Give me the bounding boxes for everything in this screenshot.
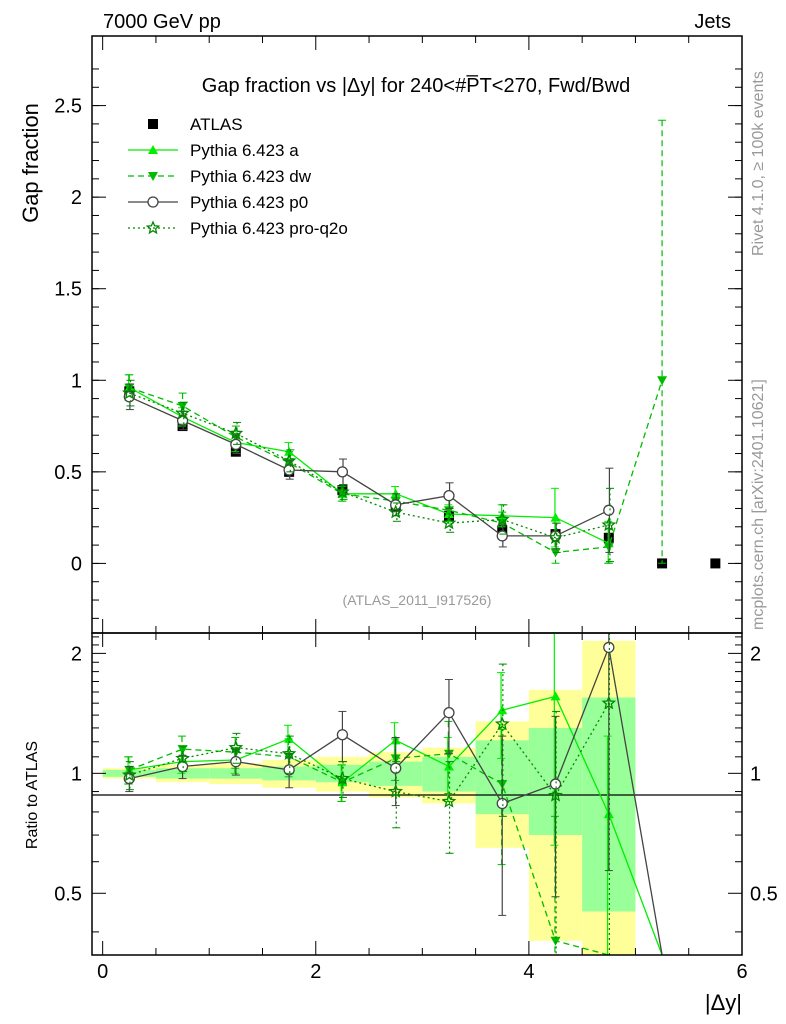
data-point: [441, 793, 457, 808]
data-point: [548, 530, 563, 544]
x-axis-label: |Δy|: [705, 990, 742, 1015]
legend-marker: [148, 119, 158, 129]
data-point: [443, 706, 455, 719]
main-series-layer: [121, 119, 721, 569]
legend-marker: [148, 172, 158, 181]
series-pythia-6-423-pro-q2o: [121, 632, 617, 956]
legend-label: Pythia 6.423 pro-q2o: [190, 219, 348, 238]
ratio-y-ticks: 0.5 0.5 1 1 2 2: [54, 636, 778, 933]
data-point: [496, 530, 508, 542]
data-point: [228, 739, 244, 754]
ratio-frame: [91, 632, 743, 956]
data-point: [496, 797, 508, 810]
legend-marker: [148, 145, 158, 154]
y-tick-label: 1.5: [54, 279, 82, 301]
data-point: [441, 515, 457, 530]
data-point: [603, 504, 615, 516]
data-point: [601, 517, 617, 532]
data-point: [281, 746, 297, 761]
data-point: [550, 512, 561, 522]
data-point: [443, 490, 455, 502]
series-line: [129, 396, 610, 537]
data-point: [550, 936, 561, 946]
ratio-y-tick-label-right: 1: [750, 763, 761, 785]
data-point: [121, 385, 137, 400]
y-tick-label: 0: [71, 553, 82, 575]
data-point: [601, 695, 617, 710]
y-tick-label: 2.5: [54, 96, 82, 118]
data-point: [281, 453, 297, 468]
ratio-y-tick-label-right: 2: [750, 643, 761, 665]
ratio-y-tick-label-right: 0.5: [750, 883, 778, 905]
series-pythia-6-423-p0: [123, 383, 615, 553]
legend-label: Pythia 6.423 p0: [190, 193, 308, 212]
data-point: [335, 484, 350, 499]
data-point: [336, 729, 349, 741]
data-point: [230, 755, 242, 768]
legend-entry: Pythia 6.423 dw: [128, 167, 312, 186]
series-line: [129, 392, 609, 539]
legend-marker: [147, 196, 159, 208]
data-point: [177, 745, 188, 755]
data-point: [550, 691, 561, 701]
legend-entry: Pythia 6.423 pro-q2o: [128, 219, 348, 238]
data-point: [657, 376, 668, 386]
main-plot-panel: (ATLAS_2011_I917526) Gap fraction vs |Δy…: [18, 35, 743, 634]
legend-entry: Pythia 6.423 a: [128, 141, 299, 160]
ratio-y-tick-label: 0.5: [54, 883, 82, 905]
y-tick-label: 1: [71, 370, 82, 392]
data-point: [388, 783, 404, 798]
legend-entry: ATLAS: [148, 115, 243, 134]
ratio-series-layer: [121, 632, 663, 956]
legend-label: Pythia 6.423 a: [190, 141, 299, 160]
data-point: [283, 764, 295, 776]
data-point: [494, 716, 510, 731]
data-point: [548, 787, 563, 802]
ratio-y-axis-label: Ratio to ATLAS: [24, 741, 41, 849]
data-point: [175, 750, 190, 765]
ratio-y-tick-label: 2: [71, 643, 82, 665]
data-point: [603, 641, 615, 654]
data-point: [121, 767, 137, 782]
legend-label: Pythia 6.423 dw: [190, 167, 312, 186]
data-point: [336, 466, 349, 478]
legend-label: ATLAS: [190, 115, 243, 134]
series-pythia-6-423-pro-q2o: [121, 379, 617, 563]
series-line: [129, 748, 609, 956]
x-tick-label: 6: [736, 961, 747, 983]
x-tick-label: 4: [523, 961, 534, 983]
y-tick-label: 0.5: [54, 462, 82, 484]
data-point: [388, 504, 404, 519]
data-point: [175, 405, 190, 420]
series-line: [129, 702, 610, 803]
ratio-y-tick-label: 1: [71, 763, 82, 785]
series-line: [129, 380, 663, 554]
data-point: [228, 425, 244, 440]
analysis-watermark: (ATLAS_2011_I917526): [343, 592, 492, 608]
main-chart-title: Gap fraction vs |Δy| for 240<#P̅T<270, F…: [202, 74, 630, 97]
legend-entry: Pythia 6.423 p0: [128, 193, 308, 212]
x-tick-label: 0: [97, 961, 108, 983]
main-y-axis-label: Gap fraction: [18, 103, 43, 223]
header-jets: Jets: [694, 11, 731, 33]
mcplots-credit-label: mcplots.cern.ch [arXiv:2401.10621]: [750, 379, 767, 630]
series-atlas: [124, 386, 721, 569]
header-energy: 7000 GeV pp: [103, 11, 221, 33]
x-tick-label: 2: [310, 961, 321, 983]
data-point: [335, 770, 350, 785]
data-point: [283, 464, 295, 476]
series-pythia-6-423-a: [124, 374, 614, 564]
legend: ATLAS Pythia 6.423 a Pythia 6.423 dw Pythia…: [128, 115, 348, 238]
data-point: [710, 558, 721, 569]
ratio-x-ticks: 0 2 4 6: [97, 633, 748, 983]
data-point: [494, 511, 510, 526]
legend-marker: [145, 220, 161, 235]
ratio-plot-panel: Ratio to ATLAS |Δy| 0.5 0.5 1 1 2 2 0 2 4 6: [24, 632, 778, 1015]
rivet-version-label: Rivet 4.1.0, ≥ 100k events: [750, 71, 767, 256]
y-tick-label: 2: [71, 187, 82, 209]
main-y-ticks: 0 0.5 1 1.5 2 2.5: [54, 68, 742, 619]
series-line: [128, 387, 610, 544]
